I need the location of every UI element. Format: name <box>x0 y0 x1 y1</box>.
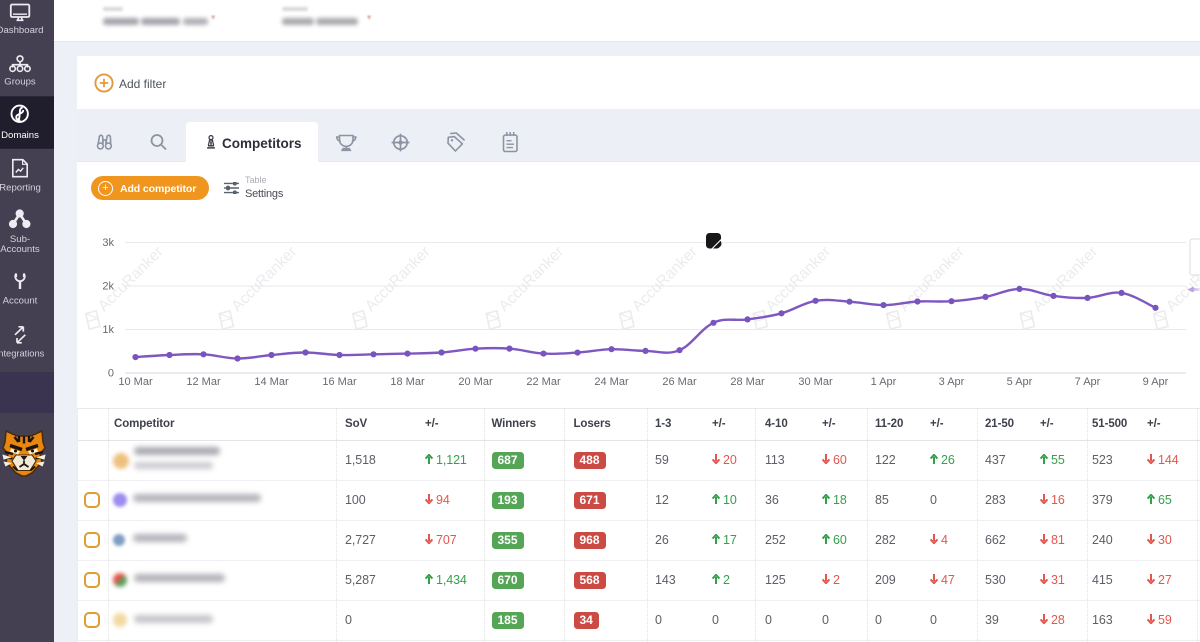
svg-text:AccuRanker: AccuRanker <box>629 243 701 315</box>
svg-text:7 Apr: 7 Apr <box>1075 376 1101 388</box>
svg-text:30 Mar: 30 Mar <box>798 376 833 388</box>
svg-text:26 Mar: 26 Mar <box>662 376 697 388</box>
svg-text:Groups: Groups <box>4 77 36 88</box>
svg-text:AccuRanker: AccuRanker <box>228 243 300 315</box>
svg-text:AccuRanker: AccuRanker <box>1029 243 1101 315</box>
svg-text:Domains: Domains <box>1 130 39 141</box>
svg-text:28 Mar: 28 Mar <box>730 376 765 388</box>
svg-text:Reporting: Reporting <box>0 183 41 194</box>
svg-text:0: 0 <box>108 368 114 380</box>
svg-text:14 Mar: 14 Mar <box>254 376 289 388</box>
svg-text:3 Apr: 3 Apr <box>939 376 965 388</box>
svg-text:AccuRanker: AccuRanker <box>495 243 567 315</box>
svg-text:9 Apr: 9 Apr <box>1143 376 1169 388</box>
svg-text:18 Mar: 18 Mar <box>390 376 425 388</box>
svg-text:Sub-: Sub- <box>10 234 30 245</box>
svg-text:1 Apr: 1 Apr <box>871 376 897 388</box>
svg-text:10 Mar: 10 Mar <box>118 376 153 388</box>
svg-text:24 Mar: 24 Mar <box>594 376 629 388</box>
svg-text:3k: 3k <box>102 237 114 249</box>
svg-text:AccuRanker: AccuRanker <box>762 243 834 315</box>
svg-text:AccuRanker: AccuRanker <box>362 243 434 315</box>
svg-text:AccuRanker: AccuRanker <box>896 243 968 315</box>
svg-text:Dashboard: Dashboard <box>0 25 43 36</box>
svg-text:5 Apr: 5 Apr <box>1007 376 1033 388</box>
svg-text:20 Mar: 20 Mar <box>458 376 493 388</box>
svg-text:2k: 2k <box>102 281 114 293</box>
svg-text:Account: Account <box>3 296 38 307</box>
svg-text:Integrations: Integrations <box>0 349 45 359</box>
svg-text:16 Mar: 16 Mar <box>322 376 357 388</box>
svg-text:12 Mar: 12 Mar <box>186 376 221 388</box>
svg-text:Accounts: Accounts <box>0 244 40 255</box>
svg-text:22 Mar: 22 Mar <box>526 376 561 388</box>
svg-text:1k: 1k <box>102 324 114 336</box>
svg-text:AccuRanker: AccuRanker <box>95 243 167 315</box>
